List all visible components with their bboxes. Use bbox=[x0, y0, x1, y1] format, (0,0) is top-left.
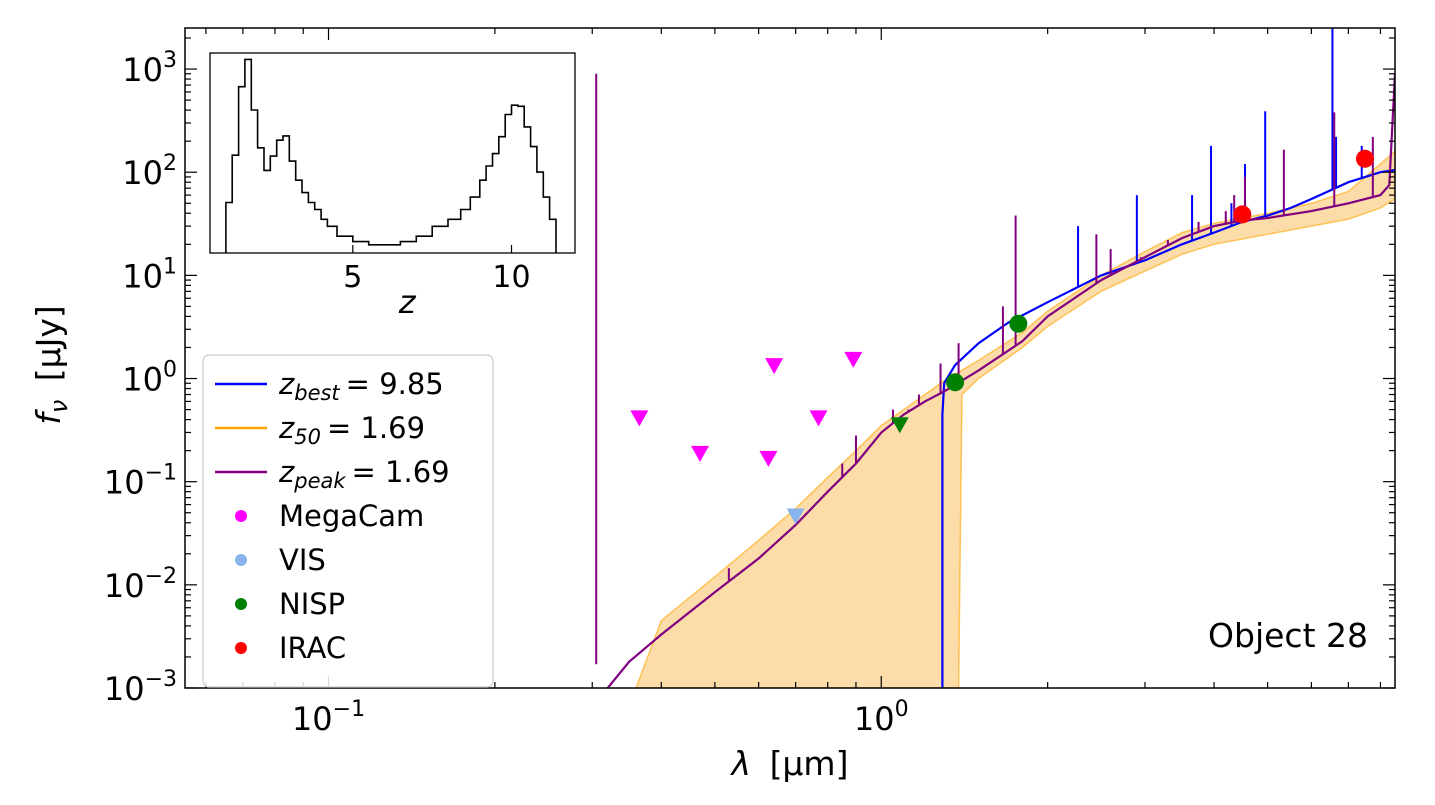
legend-label-subscript: best bbox=[294, 381, 340, 405]
x-axis-unit: [μm] bbox=[770, 744, 849, 783]
legend-box bbox=[202, 354, 494, 688]
x-tick-label-exponent: −1 bbox=[333, 697, 365, 722]
y-tick-label: 101 bbox=[122, 254, 177, 295]
y-tick-label: 10−3 bbox=[104, 667, 177, 708]
y-tick-label-exponent: 0 bbox=[163, 358, 177, 383]
legend-entry-label: zbest = 9.85 bbox=[278, 367, 444, 405]
y-axis-label: fν [μJy] bbox=[29, 305, 75, 425]
photometry-nisp-detection bbox=[946, 373, 965, 392]
y-tick-label-exponent: −3 bbox=[145, 667, 177, 692]
photometry-megacam-upper-limit bbox=[691, 445, 710, 462]
y-tick-label-base: 10 bbox=[104, 464, 145, 502]
x-tick-label-base: 10 bbox=[854, 700, 895, 738]
legend-label-value: = 1.69 bbox=[327, 411, 425, 445]
inset-x-tick-label: 10 bbox=[492, 260, 530, 295]
sed-group-z-peak bbox=[595, 73, 1395, 688]
sed-line-z-peak bbox=[606, 73, 1395, 688]
y-tick-label: 103 bbox=[122, 48, 177, 89]
legend-entry-label: NISP bbox=[279, 587, 345, 621]
photometry-nisp-detection bbox=[1009, 314, 1028, 333]
legend-label-symbol: z bbox=[278, 455, 295, 489]
legend-label-subscript: peak bbox=[293, 469, 346, 493]
x-tick-label-exponent: 0 bbox=[895, 697, 909, 722]
legend-entry-label: MegaCam bbox=[279, 499, 424, 533]
y-tick-label-exponent: 1 bbox=[163, 254, 177, 279]
y-tick-label-exponent: −2 bbox=[145, 564, 177, 589]
photometry-vis-upper-limit bbox=[786, 508, 805, 525]
photometry-megacam-upper-limit bbox=[844, 351, 863, 368]
redshift-pdf-inset: 5 10 z bbox=[209, 52, 576, 321]
y-tick-label-exponent: −1 bbox=[145, 461, 177, 486]
legend-label-value: = 1.69 bbox=[352, 455, 450, 489]
legend-label-symbol: z bbox=[278, 367, 295, 401]
legend-dot-swatch bbox=[235, 554, 247, 566]
y-axis-unit: [μJy] bbox=[29, 305, 68, 381]
y-tick-label: 10−2 bbox=[104, 564, 177, 605]
legend-entry-label: VIS bbox=[279, 543, 326, 577]
sed-model-lines-layer bbox=[595, 28, 1395, 688]
legend-entry-label: IRAC bbox=[279, 631, 346, 665]
legend-label-symbol: z bbox=[278, 411, 295, 445]
y-tick-label-exponent: 2 bbox=[163, 151, 177, 176]
x-tick-label-base: 10 bbox=[292, 700, 333, 738]
y-tick-label-base: 10 bbox=[122, 51, 163, 89]
x-axis-label: λ [μm] bbox=[730, 744, 849, 783]
photometry-megacam-upper-limit bbox=[630, 410, 649, 427]
legend-entry-label: z50 = 1.69 bbox=[278, 411, 425, 449]
inset-histogram-steps bbox=[225, 58, 557, 253]
x-tick-label: 10−1 bbox=[292, 697, 365, 738]
legend-label-value: = 9.85 bbox=[346, 367, 444, 401]
x-tick-label: 100 bbox=[854, 697, 909, 738]
sed-line-z-best bbox=[941, 168, 1395, 688]
y-tick-label-base: 10 bbox=[122, 154, 163, 192]
y-tick-label-base: 10 bbox=[122, 257, 163, 295]
legend-dot-swatch bbox=[235, 510, 247, 522]
y-tick-label-exponent: 3 bbox=[163, 48, 177, 73]
legend-dot-swatch bbox=[235, 598, 247, 610]
y-axis-subscript: ν bbox=[45, 400, 73, 413]
photometry-nisp-upper-limit bbox=[890, 417, 909, 434]
photometry-megacam-upper-limit bbox=[765, 358, 784, 375]
photometry-irac-detection bbox=[1355, 149, 1374, 168]
y-tick-label-base: 10 bbox=[104, 670, 145, 708]
x-axis-symbol: λ bbox=[730, 744, 752, 783]
legend-label-subscript: 50 bbox=[294, 425, 321, 449]
y-tick-label-base: 10 bbox=[122, 361, 163, 399]
y-tick-label: 102 bbox=[122, 151, 177, 192]
y-tick-label: 10−1 bbox=[104, 461, 177, 502]
photometry-points-layer bbox=[630, 149, 1374, 525]
y-tick-label-base: 10 bbox=[104, 567, 145, 605]
legend-entry-label: zpeak = 1.69 bbox=[278, 455, 450, 493]
legend-dot-swatch bbox=[235, 642, 247, 654]
sed-group-z-best bbox=[941, 28, 1395, 688]
y-tick-label: 100 bbox=[122, 358, 177, 399]
inset-x-tick-label: 5 bbox=[343, 260, 362, 295]
photometry-megacam-upper-limit bbox=[759, 450, 778, 467]
object-label: Object 28 bbox=[1208, 616, 1368, 655]
photometry-megacam-upper-limit bbox=[809, 410, 828, 427]
photometry-irac-detection bbox=[1233, 205, 1252, 224]
inset-frame bbox=[209, 52, 576, 254]
inset-x-label: z bbox=[398, 283, 417, 321]
plot-frame bbox=[184, 27, 1396, 689]
